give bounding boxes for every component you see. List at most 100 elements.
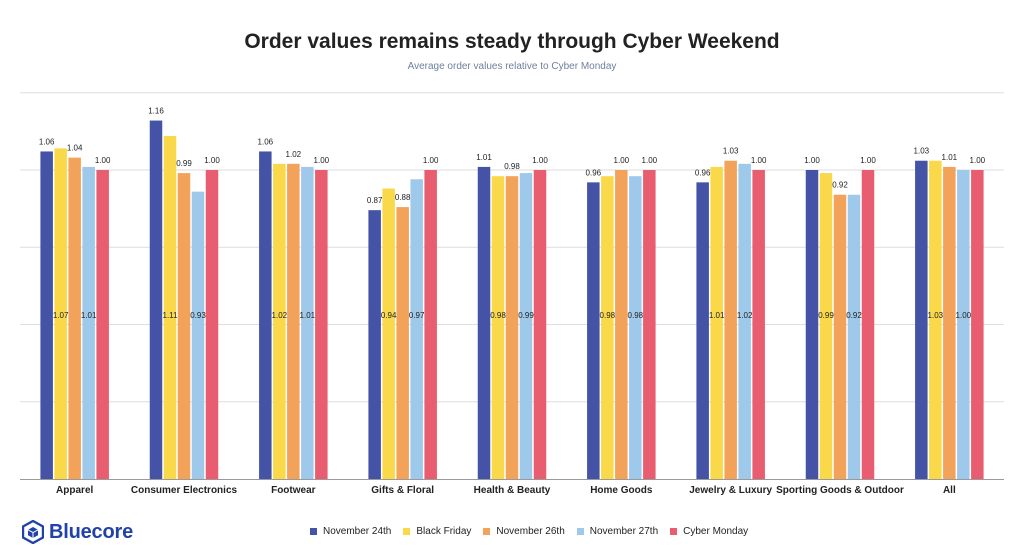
- bar: [629, 176, 642, 479]
- data-label: 1.00: [970, 156, 986, 165]
- data-label: 0.92: [832, 181, 848, 190]
- bar: [805, 170, 819, 479]
- bar: [929, 160, 942, 480]
- bar: [163, 136, 177, 479]
- data-label: 1.07: [53, 311, 69, 320]
- bar: [819, 173, 833, 479]
- data-label: 0.96: [695, 168, 711, 177]
- data-label: 1.03: [723, 147, 739, 156]
- bar: [696, 182, 709, 480]
- legend-swatch: [483, 528, 491, 535]
- legend-swatch: [670, 528, 678, 535]
- data-label: 0.98: [600, 311, 616, 320]
- bar: [752, 170, 765, 479]
- bar: [191, 191, 205, 479]
- category-label: Footwear: [271, 485, 316, 496]
- legend-item: November 24th: [310, 526, 391, 537]
- bar: [54, 148, 67, 479]
- data-label: 0.93: [190, 311, 206, 320]
- category-label: Jewelry & Luxury: [689, 485, 772, 496]
- data-label: 1.03: [914, 147, 930, 156]
- bar: [587, 182, 600, 480]
- bar: [273, 163, 286, 479]
- category-label: Gifts & Floral: [371, 485, 434, 496]
- bar: [943, 166, 956, 479]
- bar: [382, 188, 395, 480]
- data-label: 1.00: [642, 156, 658, 165]
- category-label: Home Goods: [590, 485, 653, 496]
- category-label: Consumer Electronics: [131, 485, 238, 496]
- data-label: 1.00: [423, 156, 439, 165]
- data-label: 1.01: [81, 311, 97, 320]
- data-label: 1.01: [709, 311, 725, 320]
- data-label: 1.02: [286, 150, 302, 159]
- legend-item: Cyber Monday: [670, 526, 748, 537]
- data-label: 1.01: [300, 311, 316, 320]
- data-label: 1.02: [737, 311, 753, 320]
- bar: [847, 194, 861, 479]
- data-label: 1.01: [942, 153, 958, 162]
- brand-name: Bluecore: [49, 520, 133, 543]
- legend-label: November 27th: [589, 526, 659, 537]
- data-label: 0.99: [518, 311, 534, 320]
- bar: [833, 194, 847, 479]
- data-label: 1.06: [39, 137, 55, 146]
- bar: [424, 170, 437, 479]
- bar: [177, 173, 191, 479]
- data-label: 0.88: [395, 193, 411, 202]
- legend-label: Black Friday: [416, 526, 472, 537]
- bluecore-hexagon-cube-icon: [22, 520, 44, 544]
- data-label: 1.00: [314, 156, 330, 165]
- data-label: 1.06: [258, 137, 274, 146]
- bar: [315, 170, 328, 479]
- legend-item: Black Friday: [403, 526, 471, 537]
- data-label: 0.98: [490, 311, 506, 320]
- data-label: 1.16: [148, 107, 164, 116]
- data-label: 1.00: [860, 156, 876, 165]
- bar: [301, 166, 314, 479]
- legend-swatch: [310, 528, 317, 535]
- data-label: 0.99: [176, 159, 192, 168]
- data-label: 1.04: [67, 144, 83, 153]
- bar: [710, 166, 723, 479]
- chart-title: Order values remains steady through Cybe…: [244, 30, 780, 53]
- data-label: 1.00: [204, 156, 220, 165]
- data-label: 1.11: [163, 311, 179, 320]
- legend-label: November 26th: [496, 526, 565, 537]
- bar: [519, 173, 533, 479]
- category-label: Apparel: [56, 485, 93, 496]
- category-label: All: [943, 485, 956, 496]
- bar: [287, 163, 300, 479]
- bar: [615, 170, 628, 479]
- bar: [971, 170, 984, 479]
- bar: [40, 151, 53, 479]
- data-label: 1.00: [95, 156, 111, 165]
- data-label: 1.00: [804, 156, 820, 165]
- bar: [505, 176, 519, 479]
- data-label: 0.87: [367, 196, 383, 205]
- bar: [643, 170, 656, 479]
- bar: [738, 163, 751, 479]
- bar: [491, 176, 505, 479]
- bar: [533, 170, 547, 479]
- data-label: 1.00: [614, 156, 630, 165]
- category-label: Sporting Goods & Outdoor: [776, 485, 904, 496]
- bar: [410, 179, 423, 479]
- data-label: 0.97: [409, 311, 425, 320]
- data-label: 1.03: [928, 311, 944, 320]
- bar: [601, 176, 614, 479]
- legend-swatch: [576, 528, 584, 535]
- bluecore-logo[interactable]: Bluecore: [22, 520, 133, 544]
- data-label: 1.02: [272, 311, 288, 320]
- bar: [396, 207, 409, 479]
- data-label: 1.00: [751, 156, 767, 165]
- bar: [368, 210, 381, 480]
- chart-legend: November 24th Black Friday November 26th No…: [310, 526, 760, 537]
- bar: [957, 170, 970, 479]
- bar: [205, 170, 219, 479]
- bar: [477, 166, 491, 479]
- bar: [259, 151, 272, 479]
- bar: [96, 170, 109, 479]
- bar: [68, 157, 81, 479]
- data-label: 1.00: [532, 156, 548, 165]
